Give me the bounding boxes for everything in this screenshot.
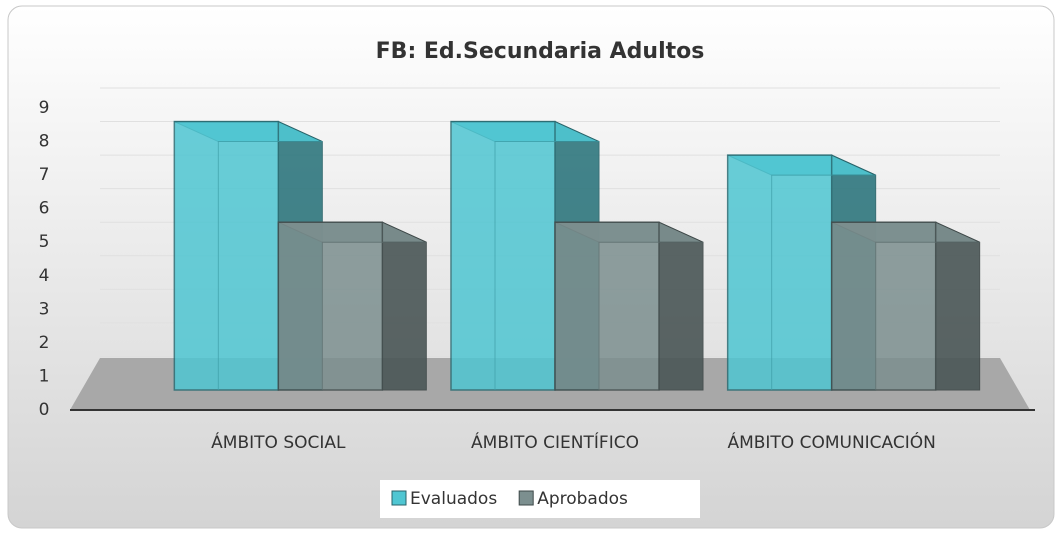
y-tick-label: 4 xyxy=(39,266,50,286)
y-tick-label: 3 xyxy=(39,299,50,319)
x-tick-label: ÁMBITO SOCIAL xyxy=(211,431,346,453)
y-tick-label: 6 xyxy=(39,199,50,219)
bar-inner xyxy=(875,241,980,390)
x-tick-label: ÁMBITO COMUNICACIÓN xyxy=(727,431,935,453)
legend-swatch xyxy=(391,490,407,506)
bar-side xyxy=(935,221,981,391)
bar-side xyxy=(381,221,427,391)
y-tick-label: 9 xyxy=(39,98,50,118)
chart-title: FB: Ed.Secundaria Adultos xyxy=(376,39,705,64)
bar-front xyxy=(173,120,280,391)
bar-inner xyxy=(217,141,323,390)
bar xyxy=(554,221,704,391)
legend-label: Aprobados xyxy=(537,489,628,509)
bar-inner xyxy=(494,141,599,390)
bar-front xyxy=(450,120,556,391)
y-tick-label: 1 xyxy=(39,366,50,386)
bar-front xyxy=(277,221,384,391)
y-tick-label: 5 xyxy=(39,232,50,252)
bar xyxy=(277,221,427,391)
legend-box xyxy=(380,480,700,518)
y-tick-label: 8 xyxy=(39,132,50,152)
bar xyxy=(173,120,323,391)
bar-inner xyxy=(321,241,427,390)
y-tick-label: 0 xyxy=(39,400,50,420)
y-tick-label: 2 xyxy=(39,333,50,353)
bar-inner xyxy=(771,174,876,390)
legend-swatch xyxy=(518,490,534,506)
bar xyxy=(830,221,981,391)
bar-front xyxy=(726,154,833,391)
bar-front xyxy=(554,221,660,391)
y-tick-label: 7 xyxy=(39,165,50,185)
legend-label: Evaluados xyxy=(410,489,497,509)
bar-side xyxy=(658,221,704,391)
bar-inner xyxy=(598,241,703,390)
bar-front xyxy=(830,221,937,391)
x-tick-label: ÁMBITO CIENTÍFICO xyxy=(471,431,639,453)
